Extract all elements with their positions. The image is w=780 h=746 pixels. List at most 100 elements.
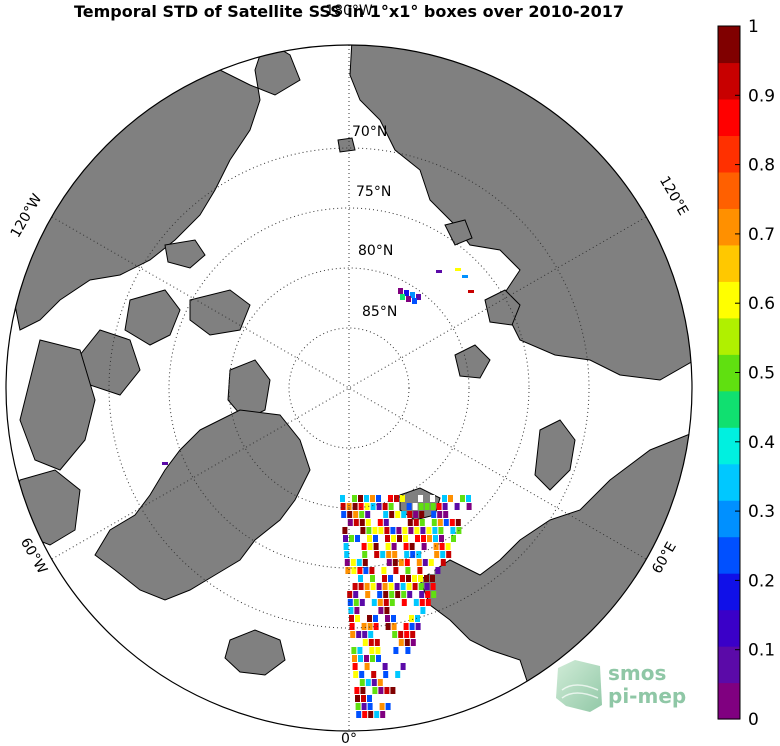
colorbar-tick-label: 0.2	[748, 571, 775, 591]
sss-cell	[419, 591, 425, 598]
sss-cell	[407, 519, 413, 526]
sss-cell	[416, 551, 422, 558]
sss-cell	[370, 655, 375, 662]
land-franz-josef	[454, 344, 491, 379]
sss-cell	[466, 495, 471, 502]
sss-cell	[401, 591, 407, 598]
sss-cell	[391, 535, 396, 542]
sss-cell	[406, 503, 412, 510]
sss-cell	[388, 495, 393, 502]
sss-cell	[405, 567, 411, 574]
sss-cell	[385, 535, 390, 542]
sss-cell	[350, 551, 356, 558]
sss-cell	[388, 575, 393, 582]
sss-cell	[371, 599, 377, 606]
sss-cell	[378, 687, 384, 694]
sss-cell	[351, 647, 357, 654]
sss-cell	[343, 535, 348, 542]
sss-cell	[354, 687, 360, 694]
lon-label-bottom: 0°	[341, 731, 357, 746]
sss-cell	[366, 527, 372, 534]
sss-cell	[434, 551, 440, 558]
sss-cell	[418, 575, 423, 582]
colorbar-tick-label: 0.5	[748, 364, 775, 384]
sss-cell	[349, 615, 354, 622]
sss-cell	[394, 583, 400, 590]
lon-label-upper-right: 120°E	[656, 174, 691, 219]
sss-cell	[352, 503, 358, 510]
lon-label-upper-left: 120°W	[8, 191, 46, 240]
sss-cell	[380, 631, 386, 638]
sss-cell	[374, 551, 380, 558]
sss-cell	[359, 679, 365, 686]
sss-cell	[415, 535, 420, 542]
sss-cell	[401, 511, 407, 518]
sss-cell	[361, 623, 367, 630]
colorbar-segment	[718, 682, 740, 720]
sss-cell	[416, 294, 421, 300]
colorbar-segment	[718, 427, 740, 465]
sss-cell	[404, 631, 410, 638]
sss-cell	[426, 527, 432, 534]
sss-cell	[380, 551, 386, 558]
sss-cell	[383, 599, 389, 606]
colorbar-segment	[718, 536, 740, 574]
sss-cell	[377, 519, 383, 526]
sss-cell	[341, 511, 347, 518]
sss-cell	[352, 495, 357, 502]
sss-cell	[460, 495, 465, 502]
sss-cell	[383, 671, 389, 678]
sss-cell	[342, 527, 348, 534]
sss-cell	[397, 623, 403, 630]
graticule	[51, 45, 647, 731]
colorbar-tick-label: 0.4	[748, 433, 775, 453]
sss-cell	[412, 298, 417, 304]
sss-cell	[380, 711, 386, 718]
sss-cell	[398, 559, 404, 566]
sss-cell	[376, 655, 381, 662]
sss-cell	[372, 527, 378, 534]
sss-cell	[355, 535, 360, 542]
sss-cell	[421, 615, 426, 622]
sss-cell	[397, 535, 402, 542]
colorbar-tick-label: 0.7	[748, 225, 775, 245]
sss-cell	[367, 615, 372, 622]
sss-cell	[407, 591, 413, 598]
sss-cell	[382, 503, 388, 510]
land-severnaya	[484, 289, 521, 326]
sss-cell	[381, 567, 387, 574]
sss-cell	[427, 535, 432, 542]
sss-cell	[347, 599, 353, 606]
colorbar-segment	[718, 281, 740, 319]
sss-cell	[450, 527, 456, 534]
sss-cell	[384, 527, 390, 534]
sss-cell	[430, 583, 436, 590]
sss-cell	[442, 503, 448, 510]
sss-cell	[383, 511, 389, 518]
sss-cell	[350, 559, 356, 566]
sss-cell	[358, 583, 364, 590]
sss-cell	[368, 711, 374, 718]
land-new-siberian	[444, 219, 473, 246]
sss-cell	[436, 270, 442, 273]
sss-cell	[395, 511, 401, 518]
sss-cell	[358, 575, 363, 582]
sss-cell	[455, 519, 461, 526]
sss-cell	[383, 519, 389, 526]
sss-cell	[362, 551, 368, 558]
sss-cell	[406, 583, 412, 590]
sss-cell	[384, 687, 390, 694]
sss-cell	[359, 599, 365, 606]
sss-cell	[367, 703, 373, 710]
graticule-85n	[288, 327, 410, 449]
sss-cell	[349, 535, 354, 542]
sss-std-cells	[162, 268, 474, 718]
sss-cell	[431, 591, 437, 598]
colorbar-segment	[718, 208, 740, 246]
sss-cell	[353, 671, 359, 678]
sss-cell	[439, 543, 445, 550]
sss-cell	[398, 639, 404, 646]
graticule-80n	[228, 267, 470, 509]
sss-cell	[359, 519, 365, 526]
sss-cell	[389, 511, 395, 518]
